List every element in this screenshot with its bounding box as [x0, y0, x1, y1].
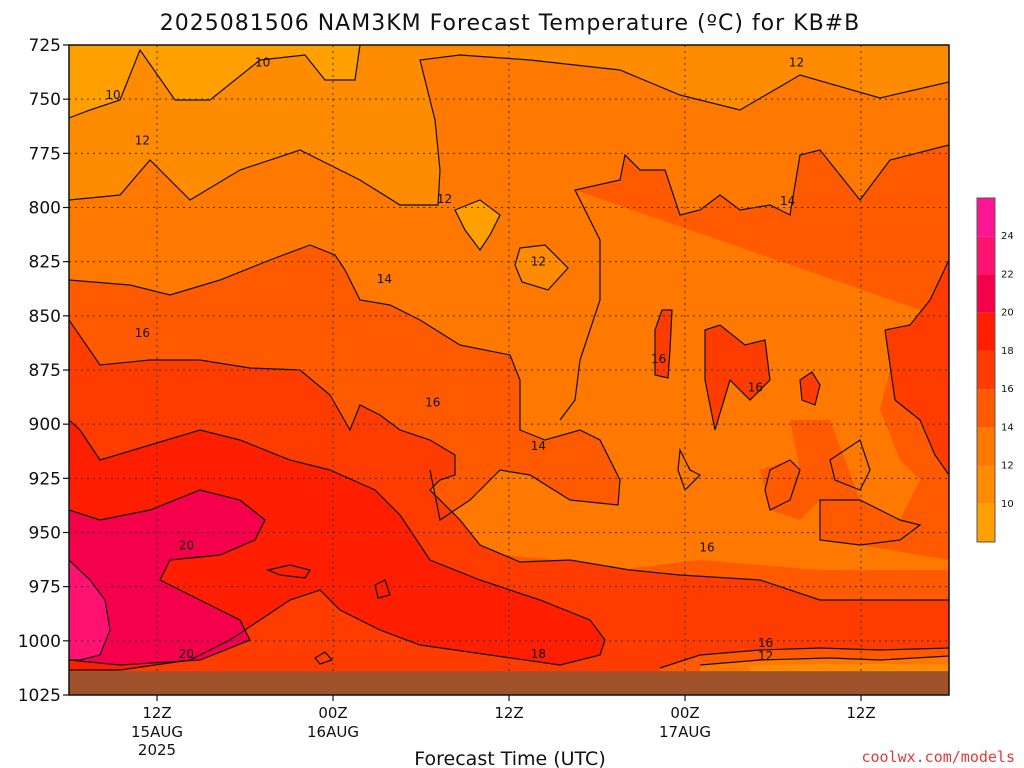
- y-tick-label: 975: [29, 578, 61, 598]
- chart-title: 2025081506 NAM3KM Forecast Temperature (…: [160, 11, 860, 36]
- contour-label: 16: [699, 541, 714, 555]
- colorbar-label: 14: [1001, 422, 1014, 433]
- x-tick-label: 12Z: [142, 704, 171, 722]
- x-tick-label: 00Z: [670, 704, 699, 722]
- y-tick-label: 800: [29, 199, 61, 219]
- contour-label: 14: [531, 439, 546, 453]
- band-10-12-island2: [515, 245, 568, 290]
- contour-labels: 10 10 12 12 12 12 14 14 14 16 16 16 16 16 16 18 20 20 12: [105, 55, 804, 663]
- colorbar-segment: [977, 198, 995, 237]
- contour-label: 10: [255, 55, 270, 69]
- colorbar-segment: [977, 503, 995, 542]
- band-14-16-east: [575, 145, 949, 560]
- y-tick-label: 875: [29, 361, 61, 381]
- y-tick-label: 850: [29, 307, 61, 327]
- colorbar-segment: [977, 350, 995, 390]
- y-tick-label: 750: [29, 90, 61, 110]
- band-16-18-blob: [800, 372, 820, 405]
- x-tick-date: 15AUG: [131, 723, 183, 741]
- contour-label: 16: [135, 326, 150, 340]
- x-tick-date: 16AUG: [307, 723, 359, 741]
- x-tick-label: 12Z: [494, 704, 523, 722]
- y-tick-label: 825: [29, 253, 61, 273]
- x-tick-year: 2025: [138, 741, 176, 759]
- contour-label: 14: [780, 194, 795, 208]
- y-tick-label: 1000: [18, 632, 61, 652]
- y-axis: 725 750 775 800 825 850 875 900 925 950 975 1000 102…: [18, 36, 69, 706]
- colorbar-segment: [977, 427, 995, 466]
- contour-label: 18: [531, 647, 546, 661]
- colorbar-label: 24: [1001, 231, 1014, 242]
- band-16-18-east: [705, 325, 770, 430]
- colorbar: 10 12 14 16 18 20 22 24: [976, 197, 1014, 543]
- below-ground: [69, 671, 949, 695]
- band-16-18-east2: [885, 260, 949, 475]
- credit-link[interactable]: coolwx.com/models: [861, 748, 1015, 766]
- contour-label: 14: [377, 272, 392, 286]
- plot-area: [69, 45, 949, 695]
- colorbar-label: 22: [1001, 269, 1014, 280]
- contour-label: 16: [425, 396, 440, 410]
- colorbar-segment: [977, 312, 995, 351]
- y-tick-label: 725: [29, 36, 61, 56]
- y-tick-label: 1025: [18, 686, 61, 706]
- contour-label: 12: [437, 192, 452, 206]
- colorbar-segment: [977, 274, 995, 313]
- y-tick-label: 950: [29, 524, 61, 544]
- colorbar-segment: [977, 465, 995, 504]
- contour-label: 12: [531, 255, 546, 269]
- band-20-22: [69, 490, 265, 665]
- colorbar-label: 20: [1001, 308, 1014, 319]
- band-22-24: [69, 560, 110, 660]
- x-tick-label: 12Z: [846, 704, 875, 722]
- band-8-10: [69, 45, 360, 118]
- contour-label: 16: [758, 636, 773, 650]
- band-10-12-island: [455, 200, 500, 250]
- band-16-18-spike: [655, 310, 672, 378]
- contour-label: 12: [135, 133, 150, 147]
- colorbar-label: 18: [1001, 346, 1014, 357]
- grid: [69, 45, 949, 695]
- y-tick-label: 900: [29, 415, 61, 435]
- contour-label: 20: [179, 539, 194, 553]
- x-tick-label: 00Z: [318, 704, 347, 722]
- colorbar-frame: [976, 197, 996, 543]
- colorbar-segment: [977, 236, 995, 275]
- contour-label: 16: [748, 380, 763, 394]
- y-tick-label: 775: [29, 144, 61, 164]
- colorbar-label: 10: [1001, 499, 1014, 510]
- contour-lines: [69, 45, 949, 671]
- band-10-12: [69, 45, 949, 205]
- y-tick-label: 925: [29, 469, 61, 489]
- contour-label: 10: [105, 88, 120, 102]
- contour-label: 20: [179, 647, 194, 661]
- colorbar-label: 12: [1001, 461, 1014, 472]
- x-axis-label: Forecast Time (UTC): [414, 748, 605, 768]
- x-tick-date: 17AUG: [659, 723, 711, 741]
- colorbar-segment: [977, 389, 995, 428]
- contour-label: 12: [789, 55, 804, 69]
- contour-label: 16: [651, 352, 666, 366]
- colorbar-label: 16: [1001, 384, 1014, 395]
- contour-label: 12: [758, 649, 773, 663]
